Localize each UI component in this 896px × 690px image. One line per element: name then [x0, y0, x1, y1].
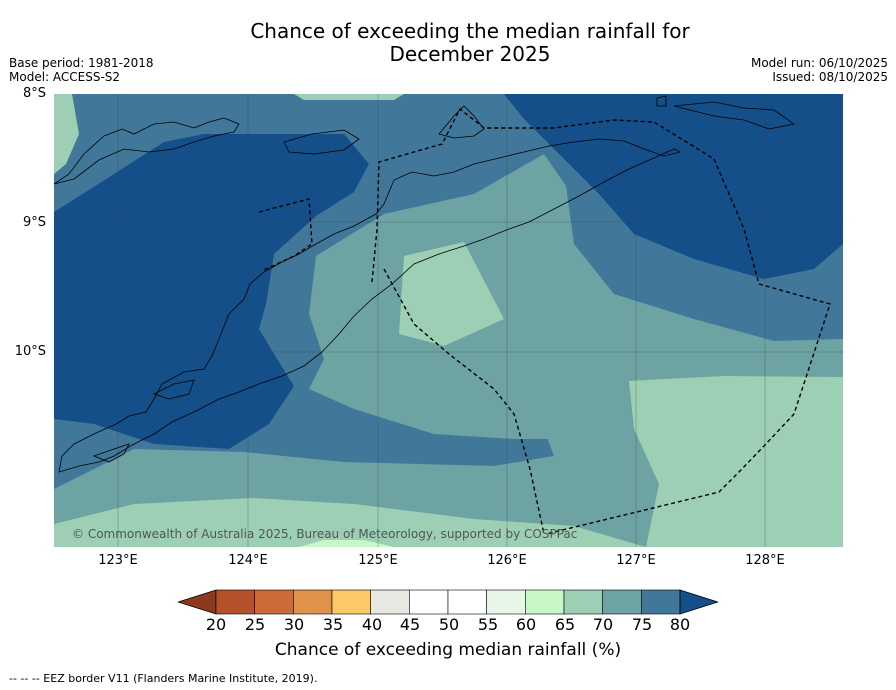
model-name: Model: ACCESS-S2: [9, 70, 121, 84]
lon-label-124e: 124°E: [228, 553, 268, 568]
colorbar-extend-low: [178, 589, 217, 615]
colorbar-segment: [447, 589, 487, 615]
chart-title: Chance of exceeding the median rainfall …: [0, 20, 896, 66]
lat-gridlines: [54, 221, 843, 353]
region-65-70-central: [399, 242, 504, 346]
cb-tick-30: 30: [283, 615, 305, 634]
region-65-70-south: [54, 498, 646, 547]
colorbar-segment: [215, 589, 255, 615]
colorbar-segment: [409, 589, 449, 615]
small-islands-ne: [673, 101, 795, 130]
model-run: Model run: 06/10/2025: [750, 56, 888, 70]
colorbar-segment: [370, 589, 410, 615]
eez-footnote: -- -- -- EEZ border V11 (Flanders Marine…: [9, 672, 318, 685]
colorbar-segment: [641, 589, 681, 615]
cb-tick-25: 25: [244, 615, 266, 634]
colorbar-segment: [525, 589, 565, 615]
lat-label-8s: 8°S: [22, 86, 46, 101]
cb-tick-80: 80: [669, 615, 691, 634]
cb-tick-35: 35: [322, 615, 344, 634]
cb-tick-65: 65: [554, 615, 576, 634]
region-80-plus-west: [54, 134, 369, 449]
coastlines: [54, 95, 795, 473]
title-line-2: December 2025: [389, 42, 551, 66]
region-65-70-north: [294, 94, 404, 100]
cb-tick-60: 60: [515, 615, 537, 634]
wetar-coast: [438, 105, 485, 139]
cb-tick-50: 50: [438, 615, 460, 634]
colorbar-extend-high: [679, 589, 718, 615]
colorbar-segment: [293, 589, 333, 615]
lat-label-10s: 10°S: [14, 344, 46, 359]
colorbar-label: Chance of exceeding median rainfall (%): [274, 640, 622, 660]
issued-date: Issued: 08/10/2025: [772, 70, 888, 84]
region-65-70-southeast: [629, 376, 843, 547]
lon-gridlines: [117, 94, 766, 547]
timor-coast: [58, 138, 682, 473]
eez-border: [258, 107, 831, 535]
cb-tick-75: 75: [631, 615, 653, 634]
region-70-75-central: [309, 154, 843, 439]
lon-label-128e: 128°E: [745, 553, 785, 568]
copyright-notice: © Commonwealth of Australia 2025, Bureau…: [72, 527, 578, 541]
region-65-70-northwest: [54, 94, 79, 174]
cb-tick-55: 55: [477, 615, 499, 634]
cb-tick-20: 20: [205, 615, 227, 634]
colorbar: [178, 589, 718, 615]
lat-label-9s: 9°S: [22, 215, 46, 230]
colorbar-segment: [486, 589, 526, 615]
region-60-65-south: [299, 540, 394, 547]
colorbar-segment: [331, 589, 371, 615]
meta-right: Model run: 06/10/2025 Issued: 08/10/2025: [751, 56, 888, 84]
lon-label-126e: 126°E: [487, 553, 527, 568]
colorbar-segment: [602, 589, 642, 615]
colorbar-segment: [254, 589, 294, 615]
rainfall-map: [54, 94, 843, 547]
meta-left: Base period: 1981-2018 Model: ACCESS-S2: [9, 56, 154, 84]
lon-label-127e: 127°E: [616, 553, 656, 568]
cb-tick-40: 40: [361, 615, 383, 634]
cb-tick-70: 70: [592, 615, 614, 634]
sumba-coast: [152, 379, 195, 400]
small-island-n: [656, 95, 667, 107]
lon-label-123e: 123°E: [98, 553, 138, 568]
rote-coast: [92, 443, 130, 463]
cb-tick-45: 45: [399, 615, 421, 634]
title-line-1: Chance of exceeding the median rainfall …: [250, 19, 690, 43]
flores-coast: [54, 117, 240, 185]
alor-coast: [283, 129, 360, 155]
lon-label-125e: 125°E: [358, 553, 398, 568]
base-period: Base period: 1981-2018: [9, 56, 154, 70]
colorbar-segment: [563, 589, 603, 615]
